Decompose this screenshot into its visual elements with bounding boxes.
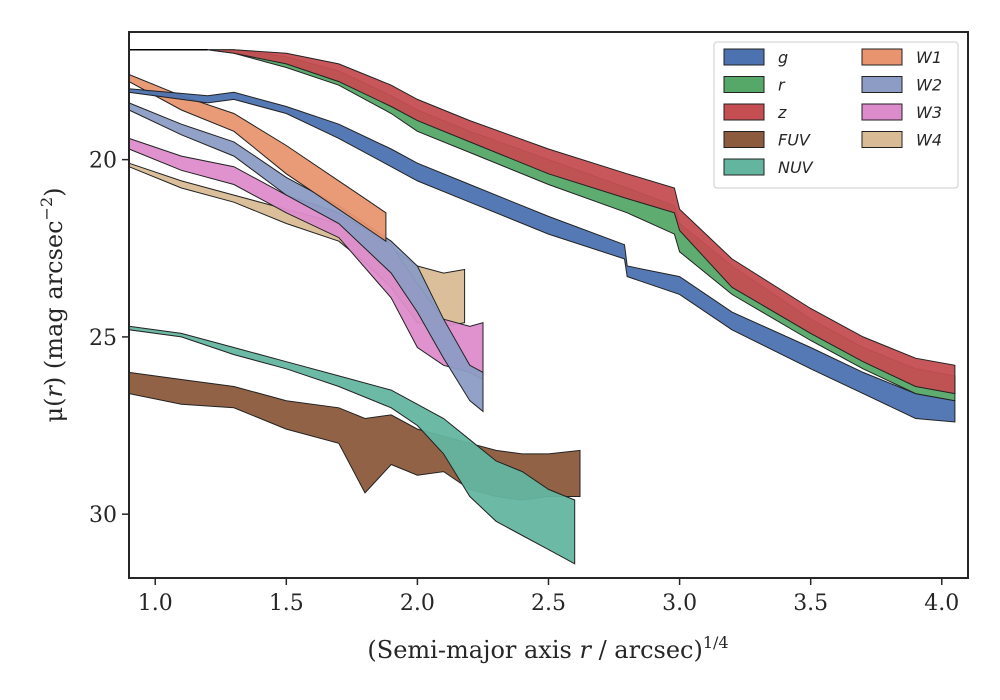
legend-label-w2: W2 — [916, 76, 942, 95]
legend-swatch-z — [723, 103, 765, 121]
legend-label-fuv: FUV — [778, 131, 811, 150]
series-band-nuv — [128, 325, 576, 565]
x-axis: 1.0 1.5 2.0 2.5 3.0 3.5 4.0 — [138, 578, 959, 616]
x-tick-label: 1.0 — [138, 591, 173, 616]
series-layer — [128, 48, 956, 565]
y-axis: 20 25 30 — [89, 149, 129, 528]
legend-swatch-w4 — [861, 131, 903, 148]
series-band-w2 — [128, 102, 484, 413]
legend-label-z: z — [777, 103, 787, 122]
x-tick-label: 2.0 — [400, 591, 435, 616]
legend-label-r: r — [778, 76, 786, 95]
legend-swatch-w2 — [861, 76, 903, 93]
x-axis-label: (Semi-major axis r / arcsec)1/4 — [367, 633, 728, 664]
legend-swatch-nuv — [723, 158, 765, 176]
legend: grz FUV NUV W1 W2 W3 W4 — [713, 41, 959, 189]
y-tick-label: 20 — [89, 149, 117, 174]
legend-label-w3: W3 — [916, 103, 942, 122]
legend-label-g: g — [778, 48, 788, 67]
legend-swatch-fuv — [723, 131, 765, 148]
legend-swatch-w3 — [861, 103, 903, 121]
x-tick-label: 1.5 — [269, 591, 304, 616]
series-band-z — [129, 49, 956, 395]
y-axis-label: μ(r) (mag arcsec−2) — [37, 187, 68, 422]
y-tick-label: 30 — [89, 503, 117, 528]
x-tick-label: 4.0 — [924, 591, 959, 616]
legend-swatch-r — [723, 76, 765, 93]
x-tick-label: 2.5 — [531, 591, 566, 616]
x-tick-label: 3.0 — [662, 591, 697, 616]
legend-swatch-w1 — [861, 48, 903, 66]
x-tick-label: 3.5 — [793, 591, 828, 616]
legend-label-w1: W1 — [916, 48, 942, 67]
y-tick-label: 25 — [89, 326, 117, 351]
legend-label-w4: W4 — [916, 131, 942, 150]
series-band-g — [128, 88, 956, 423]
legend-label-nuv: NUV — [778, 158, 814, 177]
legend-swatch-g — [723, 48, 765, 66]
